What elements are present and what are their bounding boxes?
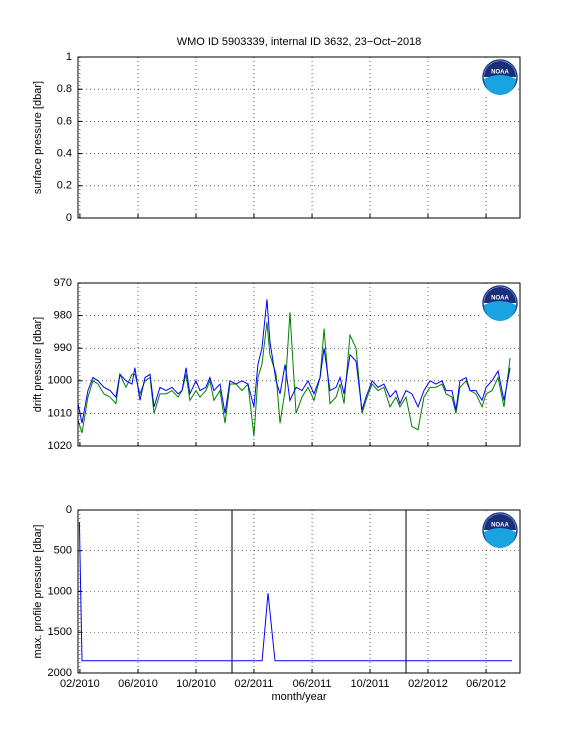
noaa-logo: NOAA <box>482 59 518 95</box>
logo-top <box>484 287 516 303</box>
logo-text: NOAA <box>491 70 509 76</box>
x-tick-label: 10/2010 <box>176 678 216 690</box>
y-tick-label: 1010 <box>48 407 72 419</box>
plot-frame <box>77 56 521 219</box>
y-tick-label: 980 <box>54 310 72 322</box>
y-tick-label: 1000 <box>48 585 72 597</box>
x-tick-label: 10/2011 <box>351 678 390 690</box>
y-tick-label: 0.4 <box>57 148 72 160</box>
y-axis-label: max. profile pressure [dbar] <box>32 525 44 659</box>
chart-title: WMO ID 5903339, internal ID 3632, 23−Oct… <box>177 36 422 48</box>
logo-text: NOAA <box>491 296 509 302</box>
plot-frame <box>77 282 521 447</box>
logo-top <box>484 61 516 77</box>
y-tick-label: 0.6 <box>57 115 72 127</box>
series-line <box>78 522 512 662</box>
y-tick-label: 990 <box>54 342 72 354</box>
y-tick-label: 970 <box>54 277 72 289</box>
plot-frame <box>77 509 521 674</box>
x-tick-label: 06/2012 <box>466 678 506 690</box>
logo-bottom <box>484 301 516 321</box>
y-tick-label: 1500 <box>48 626 72 638</box>
x-axis-label: month/year <box>271 691 326 703</box>
x-tick-label: 02/2011 <box>234 678 273 690</box>
x-tick-label: 02/2012 <box>408 678 448 690</box>
logo-bottom <box>484 528 516 548</box>
y-axis-label: drift pressure [dbar] <box>32 317 44 412</box>
y-tick-label: 1 <box>66 51 72 63</box>
y-tick-label: 2000 <box>48 667 72 679</box>
y-tick-label: 0.2 <box>57 180 72 192</box>
y-tick-label: 0.8 <box>57 83 72 95</box>
logo-bottom <box>484 75 516 95</box>
y-tick-label: 1020 <box>48 440 72 452</box>
logo-text: NOAA <box>491 523 509 529</box>
y-tick-label: 0 <box>66 504 72 516</box>
logo-top <box>484 514 516 530</box>
noaa-logo: NOAA <box>482 285 518 321</box>
y-tick-label: 0 <box>66 212 72 224</box>
noaa-logo: NOAA <box>482 512 518 548</box>
y-tick-label: 1000 <box>48 375 72 387</box>
x-tick-label: 02/2010 <box>60 678 100 690</box>
x-tick-label: 06/2010 <box>118 678 158 690</box>
y-axis-label: surface pressure [dbar] <box>32 81 44 194</box>
series-line <box>77 299 511 424</box>
series-line <box>77 312 511 437</box>
x-tick-label: 06/2011 <box>293 678 332 690</box>
y-tick-label: 500 <box>54 545 72 557</box>
